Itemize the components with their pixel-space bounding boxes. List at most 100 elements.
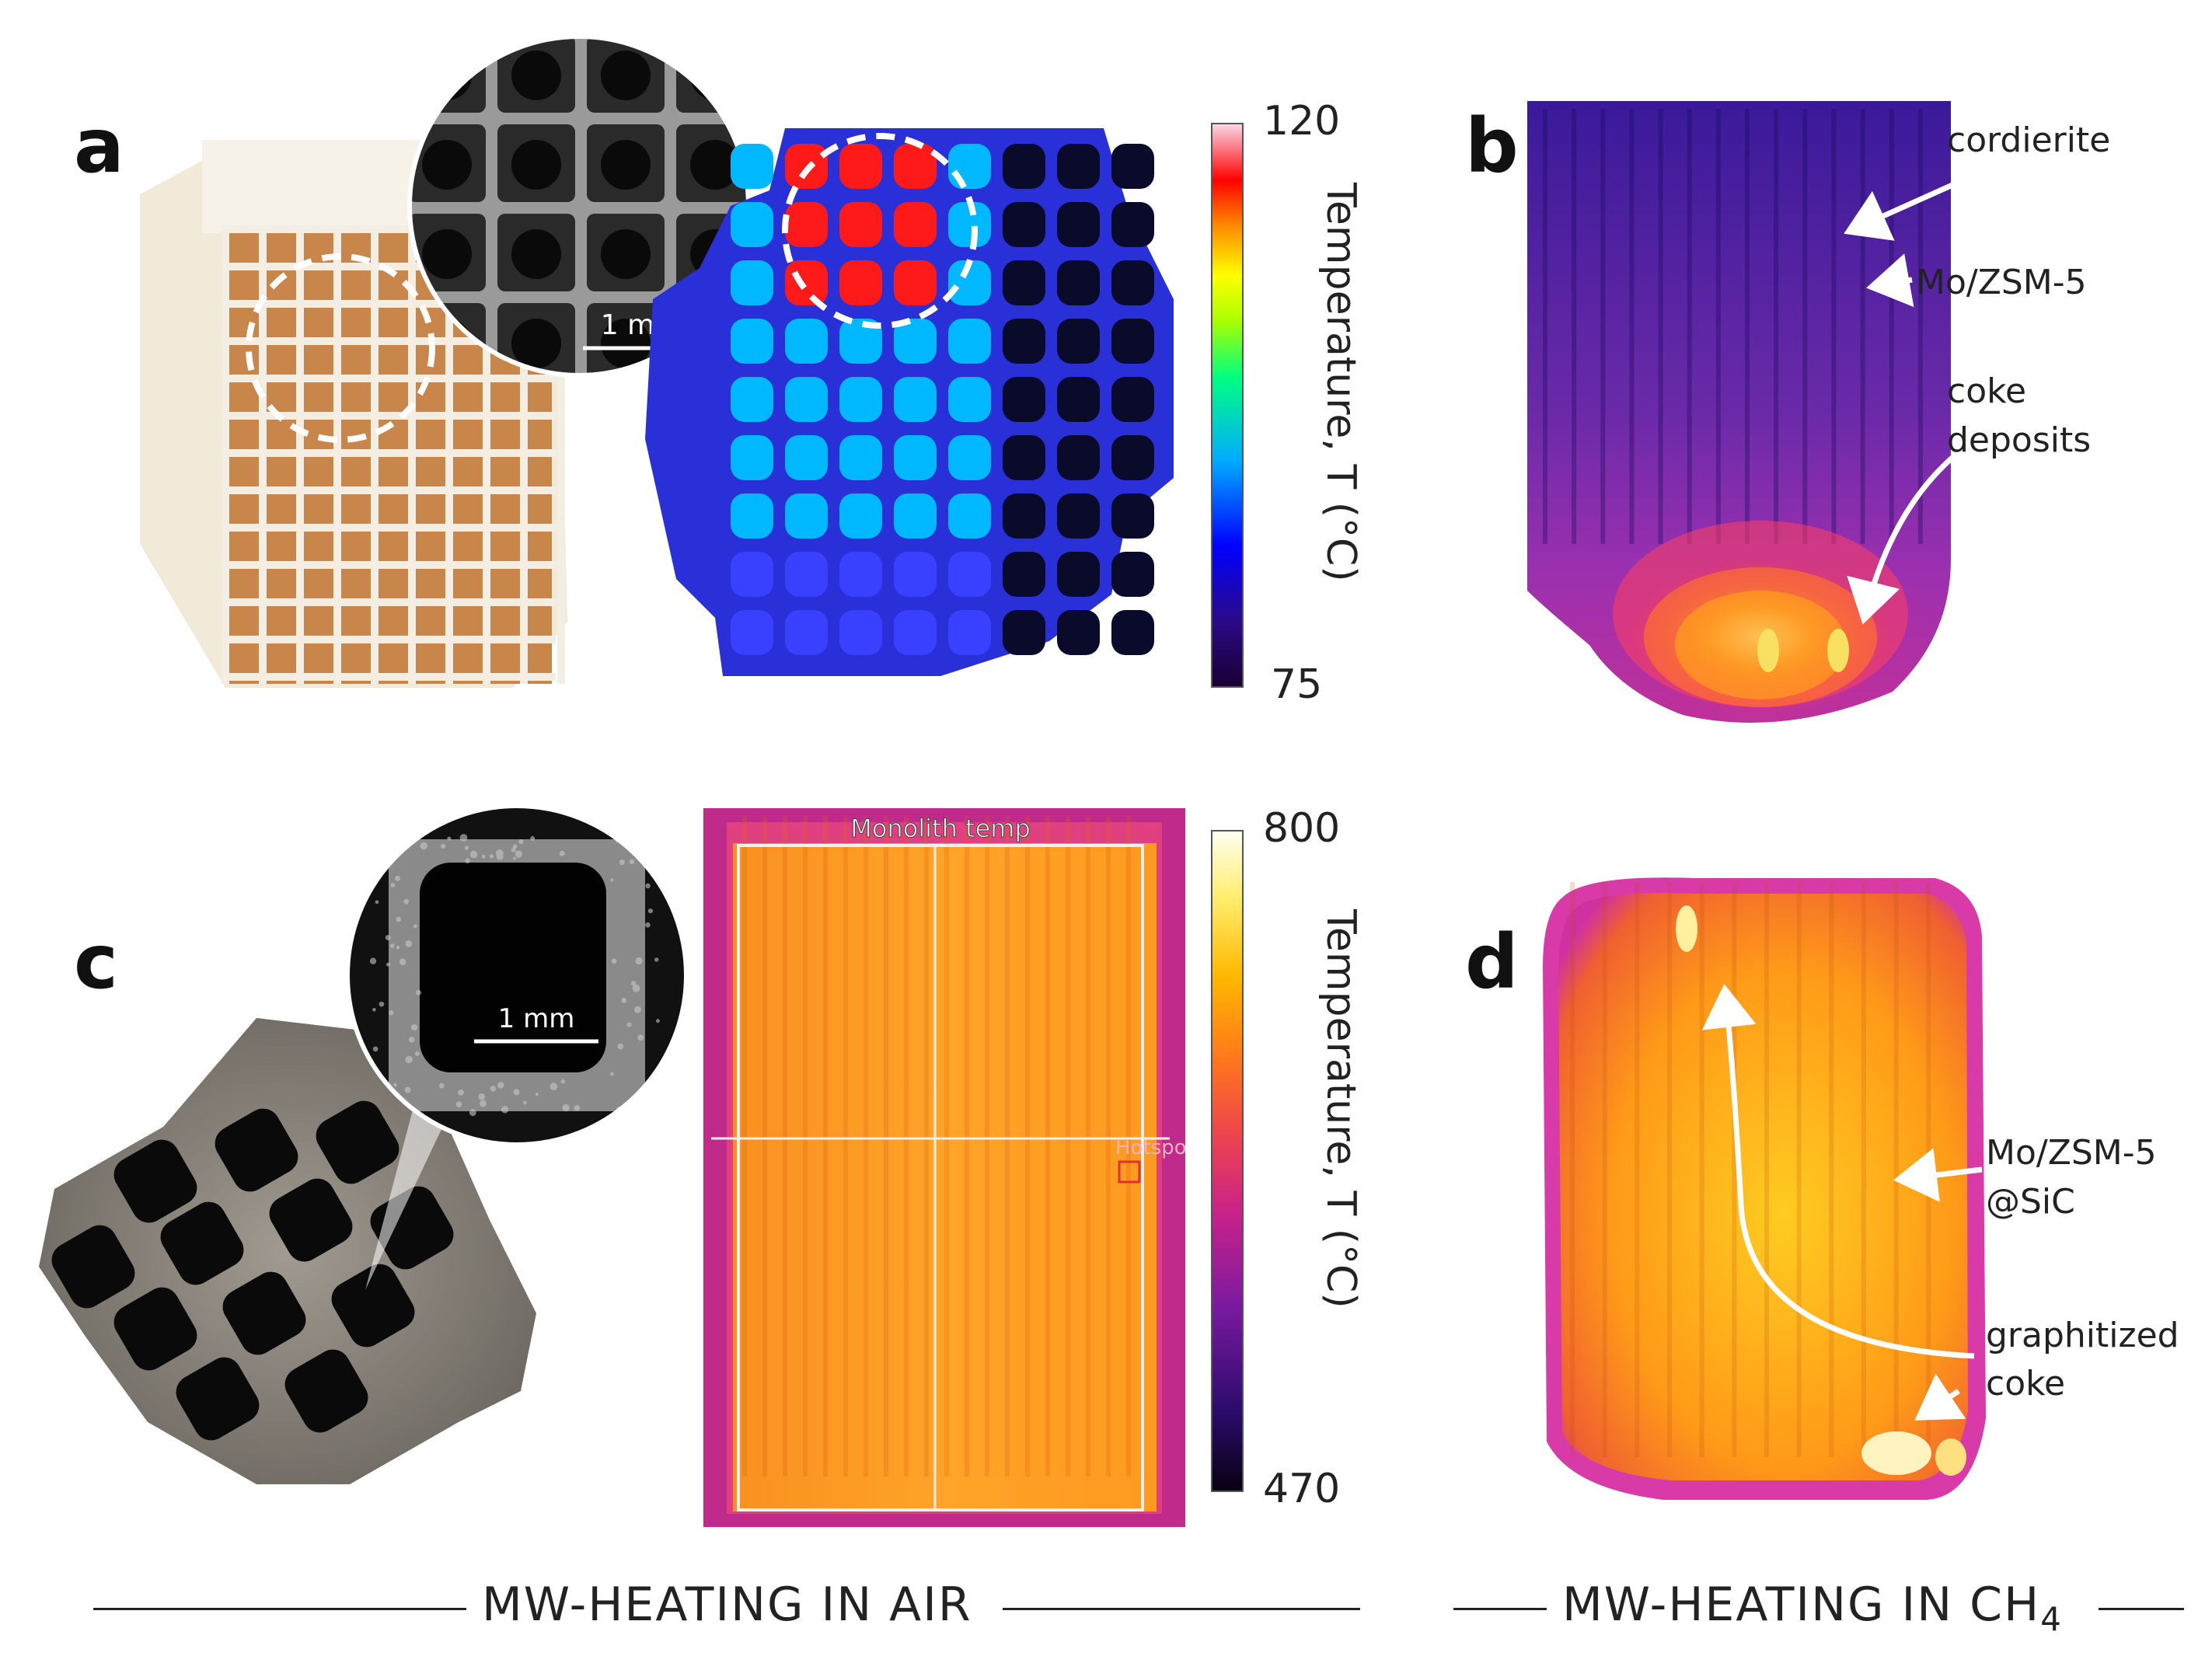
thermal-cell: [894, 493, 937, 539]
thermal-stripe: [864, 816, 868, 1477]
grid-wall: [557, 225, 565, 684]
sem-speckle: [372, 1046, 379, 1052]
sem-pore: [601, 51, 651, 100]
panel-d-label: d: [1465, 919, 1519, 1006]
grid-wall: [222, 486, 556, 494]
caption-rule-ch4-right: [2099, 1608, 2184, 1610]
caption-ch4: MW-HEATING IN CH4: [1562, 1578, 2063, 1638]
sem-speckle: [523, 1100, 527, 1105]
sem-pore: [422, 140, 472, 190]
grid-wall: [222, 225, 556, 233]
sem-speckle: [438, 1083, 445, 1089]
thermal-stripe: [1086, 816, 1090, 1477]
colorbar-a-label: Temperature, T (°C): [1317, 183, 1364, 582]
sem-speckle: [609, 1072, 614, 1076]
thermal-stripe: [1667, 882, 1672, 1457]
sem-pore: [690, 51, 740, 100]
colorbar-a: [1211, 123, 1244, 688]
thermal-stripe: [1658, 109, 1663, 544]
thermal-cell: [894, 260, 937, 305]
sem-pore: [601, 229, 651, 279]
sic-channel: [176, 1357, 260, 1441]
sem-speckle: [617, 1043, 624, 1050]
sem-speckle: [385, 935, 391, 940]
thermal-cell: [894, 319, 937, 364]
thermal-cell: [948, 319, 991, 364]
sem-speckle: [396, 916, 401, 922]
sem-speckle: [459, 834, 468, 842]
thermal-cell: [1111, 552, 1154, 597]
thermal-cell: [731, 435, 773, 480]
sem-speckle: [511, 847, 516, 852]
sem-speckle: [377, 845, 385, 852]
sem-speckle: [403, 898, 410, 905]
sem-pore: [511, 319, 561, 368]
thermal-stripe: [1045, 816, 1050, 1477]
sem-pore: [601, 319, 651, 368]
thermal-cell: [1111, 260, 1154, 305]
sem-speckle: [560, 1079, 566, 1084]
grid-wall: [222, 636, 556, 643]
sem-speckle: [404, 1086, 411, 1093]
sem-speckle: [389, 1010, 394, 1016]
sem-speckle: [645, 922, 651, 928]
sem-speckle: [501, 1106, 509, 1114]
thermal-cell: [839, 377, 882, 422]
thermal-map-b: [1527, 101, 1951, 723]
thermal-cell: [785, 610, 828, 655]
grid-wall: [222, 598, 556, 606]
sem-pore: [511, 140, 561, 190]
caption-ch4-subscript: 4: [2040, 1600, 2063, 1638]
scale-bar-c-label: 1 mm: [498, 1003, 575, 1034]
caption-rule-air-left: [93, 1608, 466, 1610]
thermal-cell: [1111, 435, 1154, 480]
thermal-stripe: [1889, 109, 1894, 544]
thermal-cell: [894, 202, 937, 247]
thermal-cell: [1111, 377, 1154, 422]
thermal-stripe: [1570, 882, 1575, 1457]
thermal-stripe: [1831, 109, 1837, 544]
thermal-stripe: [1861, 882, 1866, 1457]
sem-speckle: [626, 1022, 632, 1027]
thermal-stripe: [1572, 109, 1577, 544]
sem-speckle: [497, 1082, 504, 1089]
thermal-cell: [948, 202, 991, 247]
sem-speckle: [447, 836, 452, 841]
sem-speckle: [408, 1037, 415, 1043]
thermal-cell: [948, 377, 991, 422]
sem-pore: [601, 140, 651, 190]
sem-speckle: [389, 943, 395, 948]
thermal-cell: [1057, 202, 1100, 247]
thermal-stripe: [843, 816, 848, 1477]
sem-speckle: [372, 1007, 376, 1012]
sem-pore: [511, 229, 561, 279]
panel-b-label: b: [1465, 103, 1519, 190]
thermal-cell: [785, 552, 828, 597]
sem-speckle: [645, 883, 651, 889]
thermal-stripe: [965, 816, 969, 1477]
grid-wall: [222, 673, 556, 681]
caption-ch4-main: MW-HEATING IN CH: [1562, 1578, 2041, 1632]
panel-c-label: c: [74, 919, 118, 1006]
thermal-cell: [785, 377, 828, 422]
annotation-mo-zsm5-sic-line2: @SiC: [1986, 1182, 2075, 1222]
sem-pore: [422, 51, 472, 100]
sem-speckle: [480, 1100, 487, 1107]
thermal-cell: [839, 144, 882, 189]
thermal-cell: [1057, 493, 1100, 539]
sem-speckle: [619, 859, 625, 866]
caption-rule-ch4-left: [1453, 1608, 1547, 1610]
thermal-cell: [1111, 202, 1154, 247]
colorbar-c-max: 800: [1263, 805, 1341, 852]
sem-speckle: [420, 842, 428, 850]
thermal-cell: [894, 552, 937, 597]
thermal-cell: [1003, 552, 1045, 597]
sem-speckle: [654, 957, 659, 962]
thermal-cell: [1057, 319, 1100, 364]
thermal-stripe: [1745, 109, 1750, 544]
thermal-cell: [1003, 610, 1045, 655]
thermal-stripe: [1802, 109, 1808, 544]
caption-rule-air-right: [1003, 1608, 1360, 1610]
thermal-stripe: [1106, 816, 1111, 1477]
sem-speckle: [656, 1019, 660, 1023]
